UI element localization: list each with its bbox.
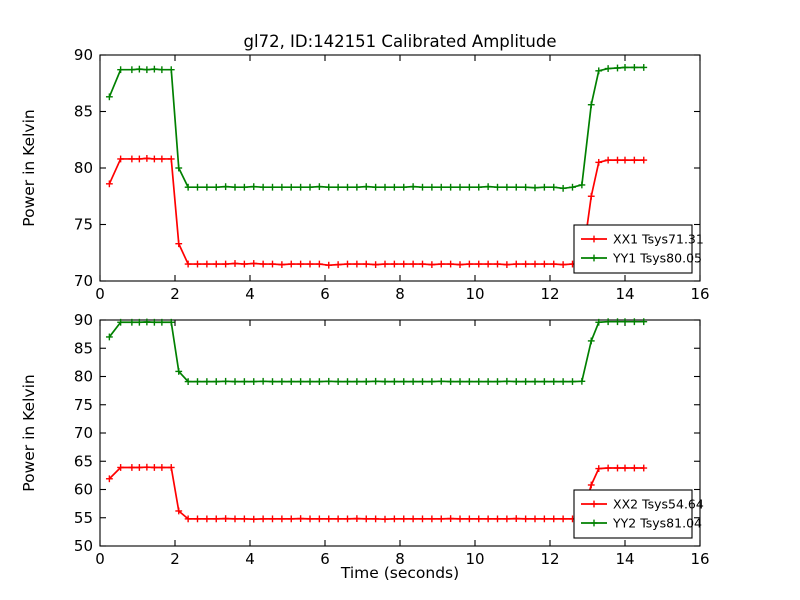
bottom-legend-label-1: YY2 Tsys81.04 <box>612 516 702 531</box>
top-xtick-label: 16 <box>690 285 709 303</box>
top-ytick-label: 70 <box>74 272 93 290</box>
top-legend-box[interactable] <box>573 224 693 274</box>
bottom-ytick-label: 80 <box>74 368 93 386</box>
bottom-ytick-label: 50 <box>74 537 93 555</box>
bottom-xtick-label: 8 <box>395 550 405 568</box>
top-legend-label-0: XX1 Tsys71.31 <box>613 232 704 247</box>
top-xtick-label: 12 <box>540 285 559 303</box>
bottom-series-1 <box>105 318 648 385</box>
bottom-ytick-label: 55 <box>74 509 93 527</box>
top-ytick-label: 85 <box>74 103 93 121</box>
top-xtick-label: 10 <box>465 285 484 303</box>
page-title: gl72, ID:142151 Calibrated Amplitude <box>244 32 557 51</box>
bottom-legend[interactable]: XX2 Tsys54.64 YY2 Tsys81.04 <box>573 489 704 539</box>
bottom-xtick-label: 16 <box>690 550 709 568</box>
top-series-1 <box>105 64 648 192</box>
bottom-xtick-label: 12 <box>540 550 559 568</box>
top-ytick-label: 75 <box>74 216 93 234</box>
bottom-legend-label-0: XX2 Tsys54.64 <box>613 497 704 512</box>
top-xtick-label: 6 <box>320 285 330 303</box>
bottom-x-axis-label: Time (seconds) <box>340 564 459 582</box>
top-ytick-label: 80 <box>74 159 93 177</box>
top-xtick-label: 2 <box>170 285 180 303</box>
top-xtick-label: 4 <box>245 285 255 303</box>
top-legend-label-1: YY1 Tsys80.05 <box>612 251 702 266</box>
bottom-xtick-label: 6 <box>320 550 330 568</box>
bottom-ytick-label: 75 <box>74 396 93 414</box>
top-xtick-label: 0 <box>95 285 105 303</box>
top-y-axis-label: Power in Kelvin <box>20 109 38 226</box>
top-xtick-label: 14 <box>615 285 634 303</box>
bottom-ytick-label: 70 <box>74 424 93 442</box>
top-axis-tick-labels: 0 2 4 6 8 10 12 14 16 70 75 80 85 90 <box>74 46 710 303</box>
bottom-legend-box[interactable] <box>573 489 693 539</box>
bottom-ytick-label: 60 <box>74 481 93 499</box>
top-panel: gl72, ID:142151 Calibrated Amplitude 0 2 4… <box>20 32 710 303</box>
bottom-ytick-label: 65 <box>74 452 93 470</box>
bottom-axis-tick-labels: 0 2 4 6 8 10 12 14 16 50 55 60 65 70 75 80 85 90 <box>74 311 710 568</box>
top-series-group <box>105 64 648 269</box>
bottom-y-axis-label: Power in Kelvin <box>20 374 38 491</box>
bottom-xtick-label: 10 <box>465 550 484 568</box>
bottom-series-0 <box>105 463 648 523</box>
bottom-axis-ticks <box>99 319 701 547</box>
bottom-xtick-label: 2 <box>170 550 180 568</box>
bottom-series-group <box>105 318 648 523</box>
top-xtick-label: 8 <box>395 285 405 303</box>
bottom-ytick-label: 90 <box>74 311 93 329</box>
bottom-xtick-label: 0 <box>95 550 105 568</box>
top-series-0 <box>105 154 648 269</box>
top-axis-ticks <box>99 54 701 282</box>
bottom-xtick-label: 14 <box>615 550 634 568</box>
top-legend[interactable]: XX1 Tsys71.31 YY1 Tsys80.05 <box>573 224 704 274</box>
top-ytick-label: 90 <box>74 46 93 64</box>
bottom-panel: 0 2 4 6 8 10 12 14 16 50 55 60 65 70 75 80 85 90 Power in… <box>20 311 710 582</box>
bottom-ytick-label: 85 <box>74 339 93 357</box>
bottom-xtick-label: 4 <box>245 550 255 568</box>
